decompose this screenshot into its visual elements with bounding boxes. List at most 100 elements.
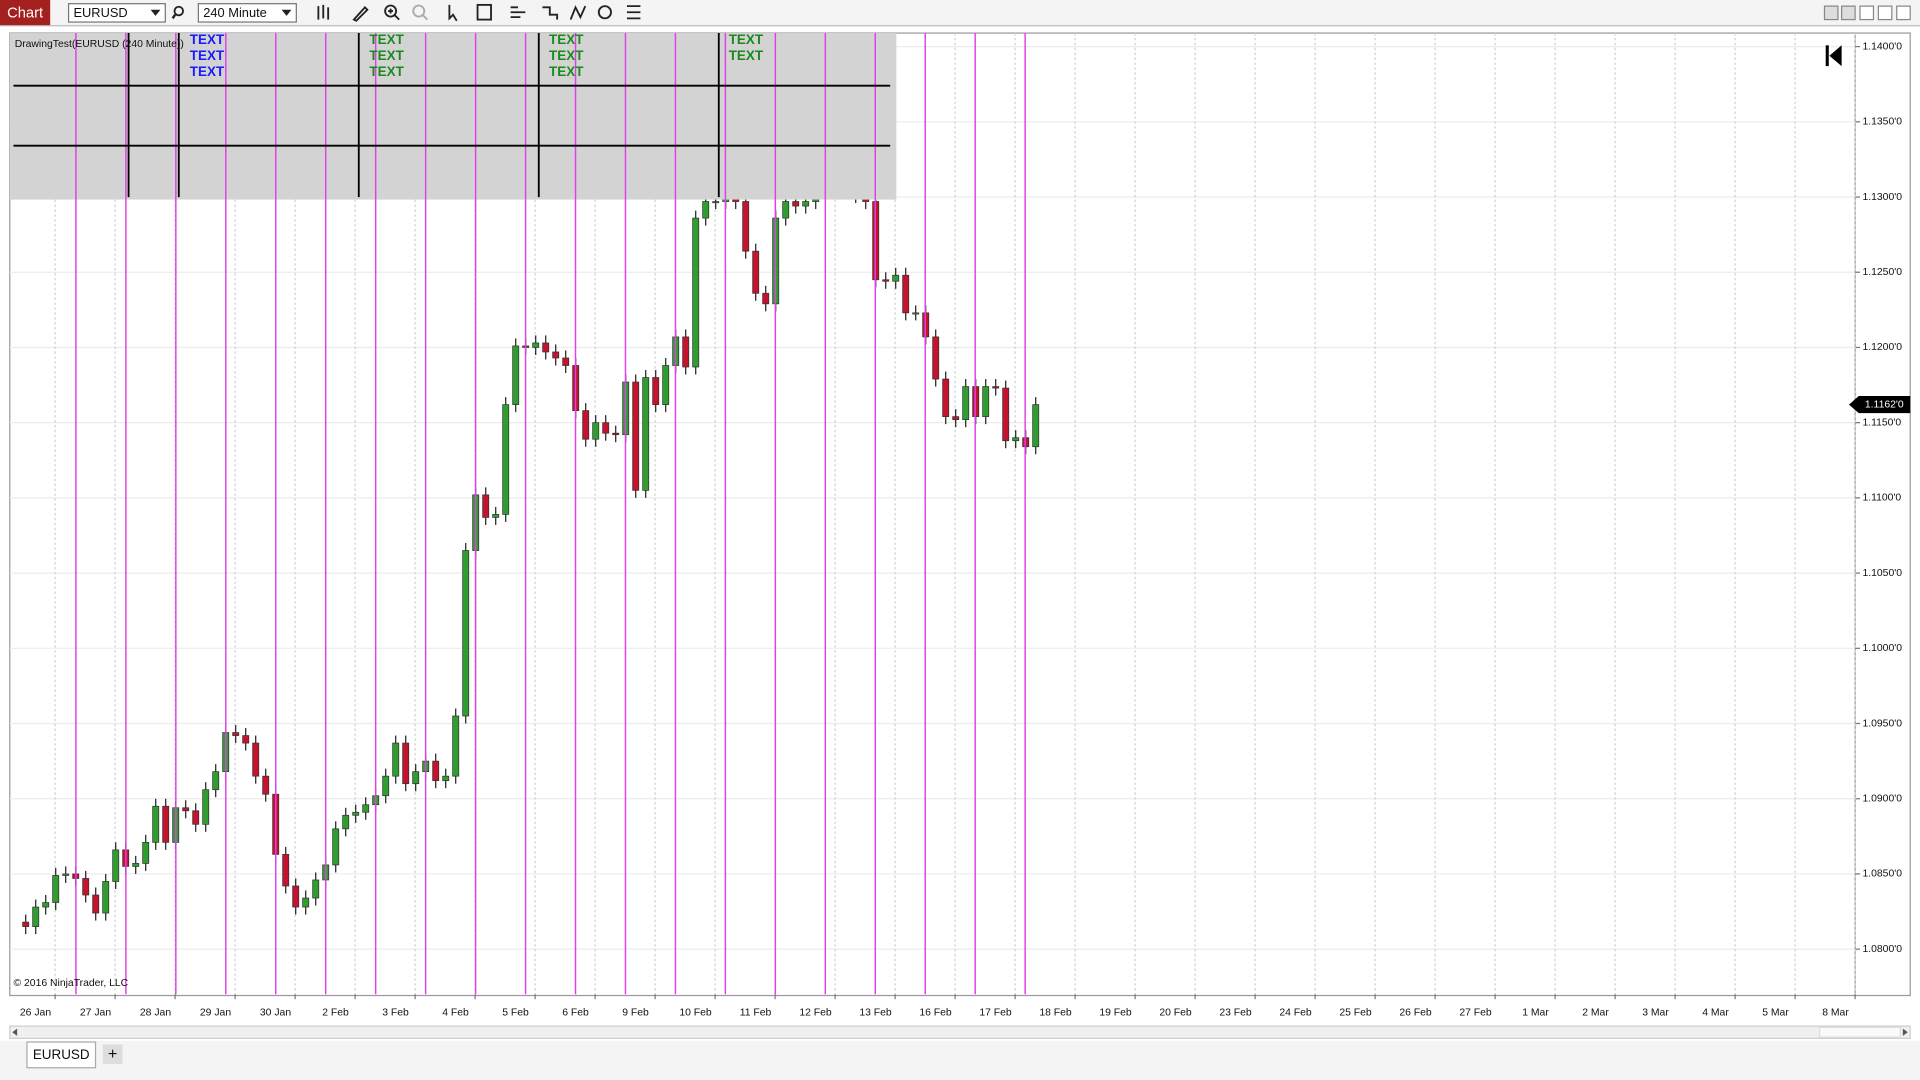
candle-body [762, 292, 770, 305]
drawing-rectangle[interactable] [9, 33, 897, 200]
close-button[interactable] [1896, 5, 1911, 21]
draw-icon[interactable] [352, 6, 369, 22]
candle-body [562, 357, 570, 366]
y-tick-label: 1.0900'0 [1862, 793, 1902, 804]
x-tick-label: 9 Feb [622, 1007, 649, 1018]
instrument-select[interactable] [67, 3, 166, 23]
refresh-icon[interactable] [597, 5, 612, 20]
candle-body [912, 312, 920, 315]
x-tick-label: 16 Feb [919, 1007, 952, 1018]
candle-body [202, 789, 210, 825]
candle-body [282, 854, 290, 887]
text-layer: TEXTTEXTTEXTTEXTTEXTTEXTTEXTTEXTTEXTTEXT… [190, 32, 764, 79]
drawing-layer [75, 33, 1026, 995]
candle-body [582, 410, 590, 440]
scroll-to-end-button[interactable] [1825, 45, 1842, 67]
zoom-out-icon[interactable] [412, 4, 426, 18]
tab-label[interactable]: EURUSD [33, 1047, 90, 1062]
dropdown-arrow[interactable] [150, 9, 161, 16]
dropdown-arrow[interactable] [281, 9, 292, 16]
scroll-end-bar[interactable] [1825, 45, 1829, 67]
strategy-icon[interactable] [542, 6, 559, 20]
grid-layer [9, 33, 1860, 1000]
x-tick-label: 3 Feb [382, 1007, 409, 1018]
candle-body [162, 805, 170, 843]
candle-body [132, 863, 140, 867]
candle-body [412, 771, 420, 785]
window-button[interactable] [1841, 5, 1856, 21]
y-tick-label: 1.1050'0 [1862, 568, 1902, 579]
toolbar-icons[interactable] [317, 3, 641, 22]
candle-body [352, 811, 360, 816]
interval-select[interactable] [197, 3, 297, 23]
candle-body [542, 342, 550, 353]
y-tick-label: 1.1200'0 [1862, 342, 1902, 353]
drawing-text: TEXT [549, 64, 584, 79]
add-tab-label[interactable]: + [108, 1046, 117, 1063]
drawing-text: TEXT [369, 48, 404, 63]
candle-body [52, 875, 60, 903]
minimize-button[interactable] [1859, 5, 1875, 21]
search-icon[interactable] [171, 14, 177, 20]
chart-button-label[interactable]: Chart [7, 5, 43, 21]
scrollbar-thumb[interactable] [1818, 1026, 1902, 1038]
x-tick-label: 29 Jan [200, 1007, 231, 1018]
add-tab-button[interactable] [102, 1044, 123, 1065]
restore-button[interactable] [1877, 5, 1893, 21]
interval-select-label[interactable]: 240 Minute [203, 5, 267, 20]
candle-body [792, 201, 800, 207]
candle-body [362, 804, 370, 813]
window-controls[interactable] [1823, 5, 1911, 21]
chart-button[interactable] [0, 0, 51, 26]
x-tick-label: 2 Feb [322, 1007, 349, 1018]
drawing-text: TEXT [369, 32, 404, 47]
candle-body [932, 336, 940, 380]
layout-icon[interactable] [510, 6, 526, 19]
x-tick-label: 26 Feb [1399, 1007, 1432, 1018]
x-tick-label: 17 Feb [979, 1007, 1012, 1018]
candle-body [392, 742, 400, 777]
toolbar [0, 0, 1920, 26]
x-tick-label: 11 Feb [740, 1007, 772, 1018]
instrument-select-label[interactable]: EURUSD [73, 5, 127, 20]
candle-body [892, 274, 900, 282]
y-tick-label: 1.0950'0 [1862, 718, 1902, 729]
pointer-icon[interactable] [448, 4, 458, 22]
candle-body [442, 775, 450, 782]
candle-body [1012, 437, 1020, 442]
x-tick-label: 4 Feb [442, 1007, 469, 1018]
y-tick-label: 1.0850'0 [1862, 869, 1902, 880]
candle-body [752, 250, 760, 294]
tab[interactable] [26, 1041, 97, 1069]
x-tick-label: 13 Feb [859, 1007, 892, 1018]
properties-icon[interactable] [476, 3, 492, 21]
last-price-label: 1.1162'0 [1865, 399, 1904, 410]
scrollbar[interactable] [9, 1025, 1911, 1039]
search-icon[interactable] [173, 5, 184, 17]
candle-body [292, 885, 300, 908]
candle-body [662, 365, 670, 405]
candle-body [592, 422, 600, 440]
candle-body [532, 342, 540, 348]
candle-body [1002, 387, 1010, 442]
x-tick-label: 27 Feb [1459, 1007, 1492, 1018]
indicator-icon[interactable] [569, 5, 587, 20]
candle-body [32, 906, 40, 927]
drawing-text: TEXT [190, 64, 225, 79]
zoom-in-icon[interactable] [384, 4, 398, 18]
bars-icon[interactable] [317, 4, 330, 20]
candle-body [512, 345, 520, 405]
candle-body [262, 775, 270, 795]
window-button[interactable] [1823, 5, 1839, 21]
candle-body [62, 873, 70, 876]
candle-body [102, 881, 110, 914]
zoom-out-icon[interactable] [421, 14, 428, 21]
zoom-in-icon[interactable] [388, 8, 400, 21]
candle-body [1032, 404, 1040, 448]
chart-title: DrawingTest(EURUSD (240 Minute)) [15, 39, 184, 50]
x-tick-label: 2 Mar [1582, 1007, 1609, 1018]
x-tick-label: 20 Feb [1159, 1007, 1192, 1018]
menu-icon[interactable] [626, 5, 641, 20]
scroll-end-arrow[interactable] [1829, 45, 1842, 67]
